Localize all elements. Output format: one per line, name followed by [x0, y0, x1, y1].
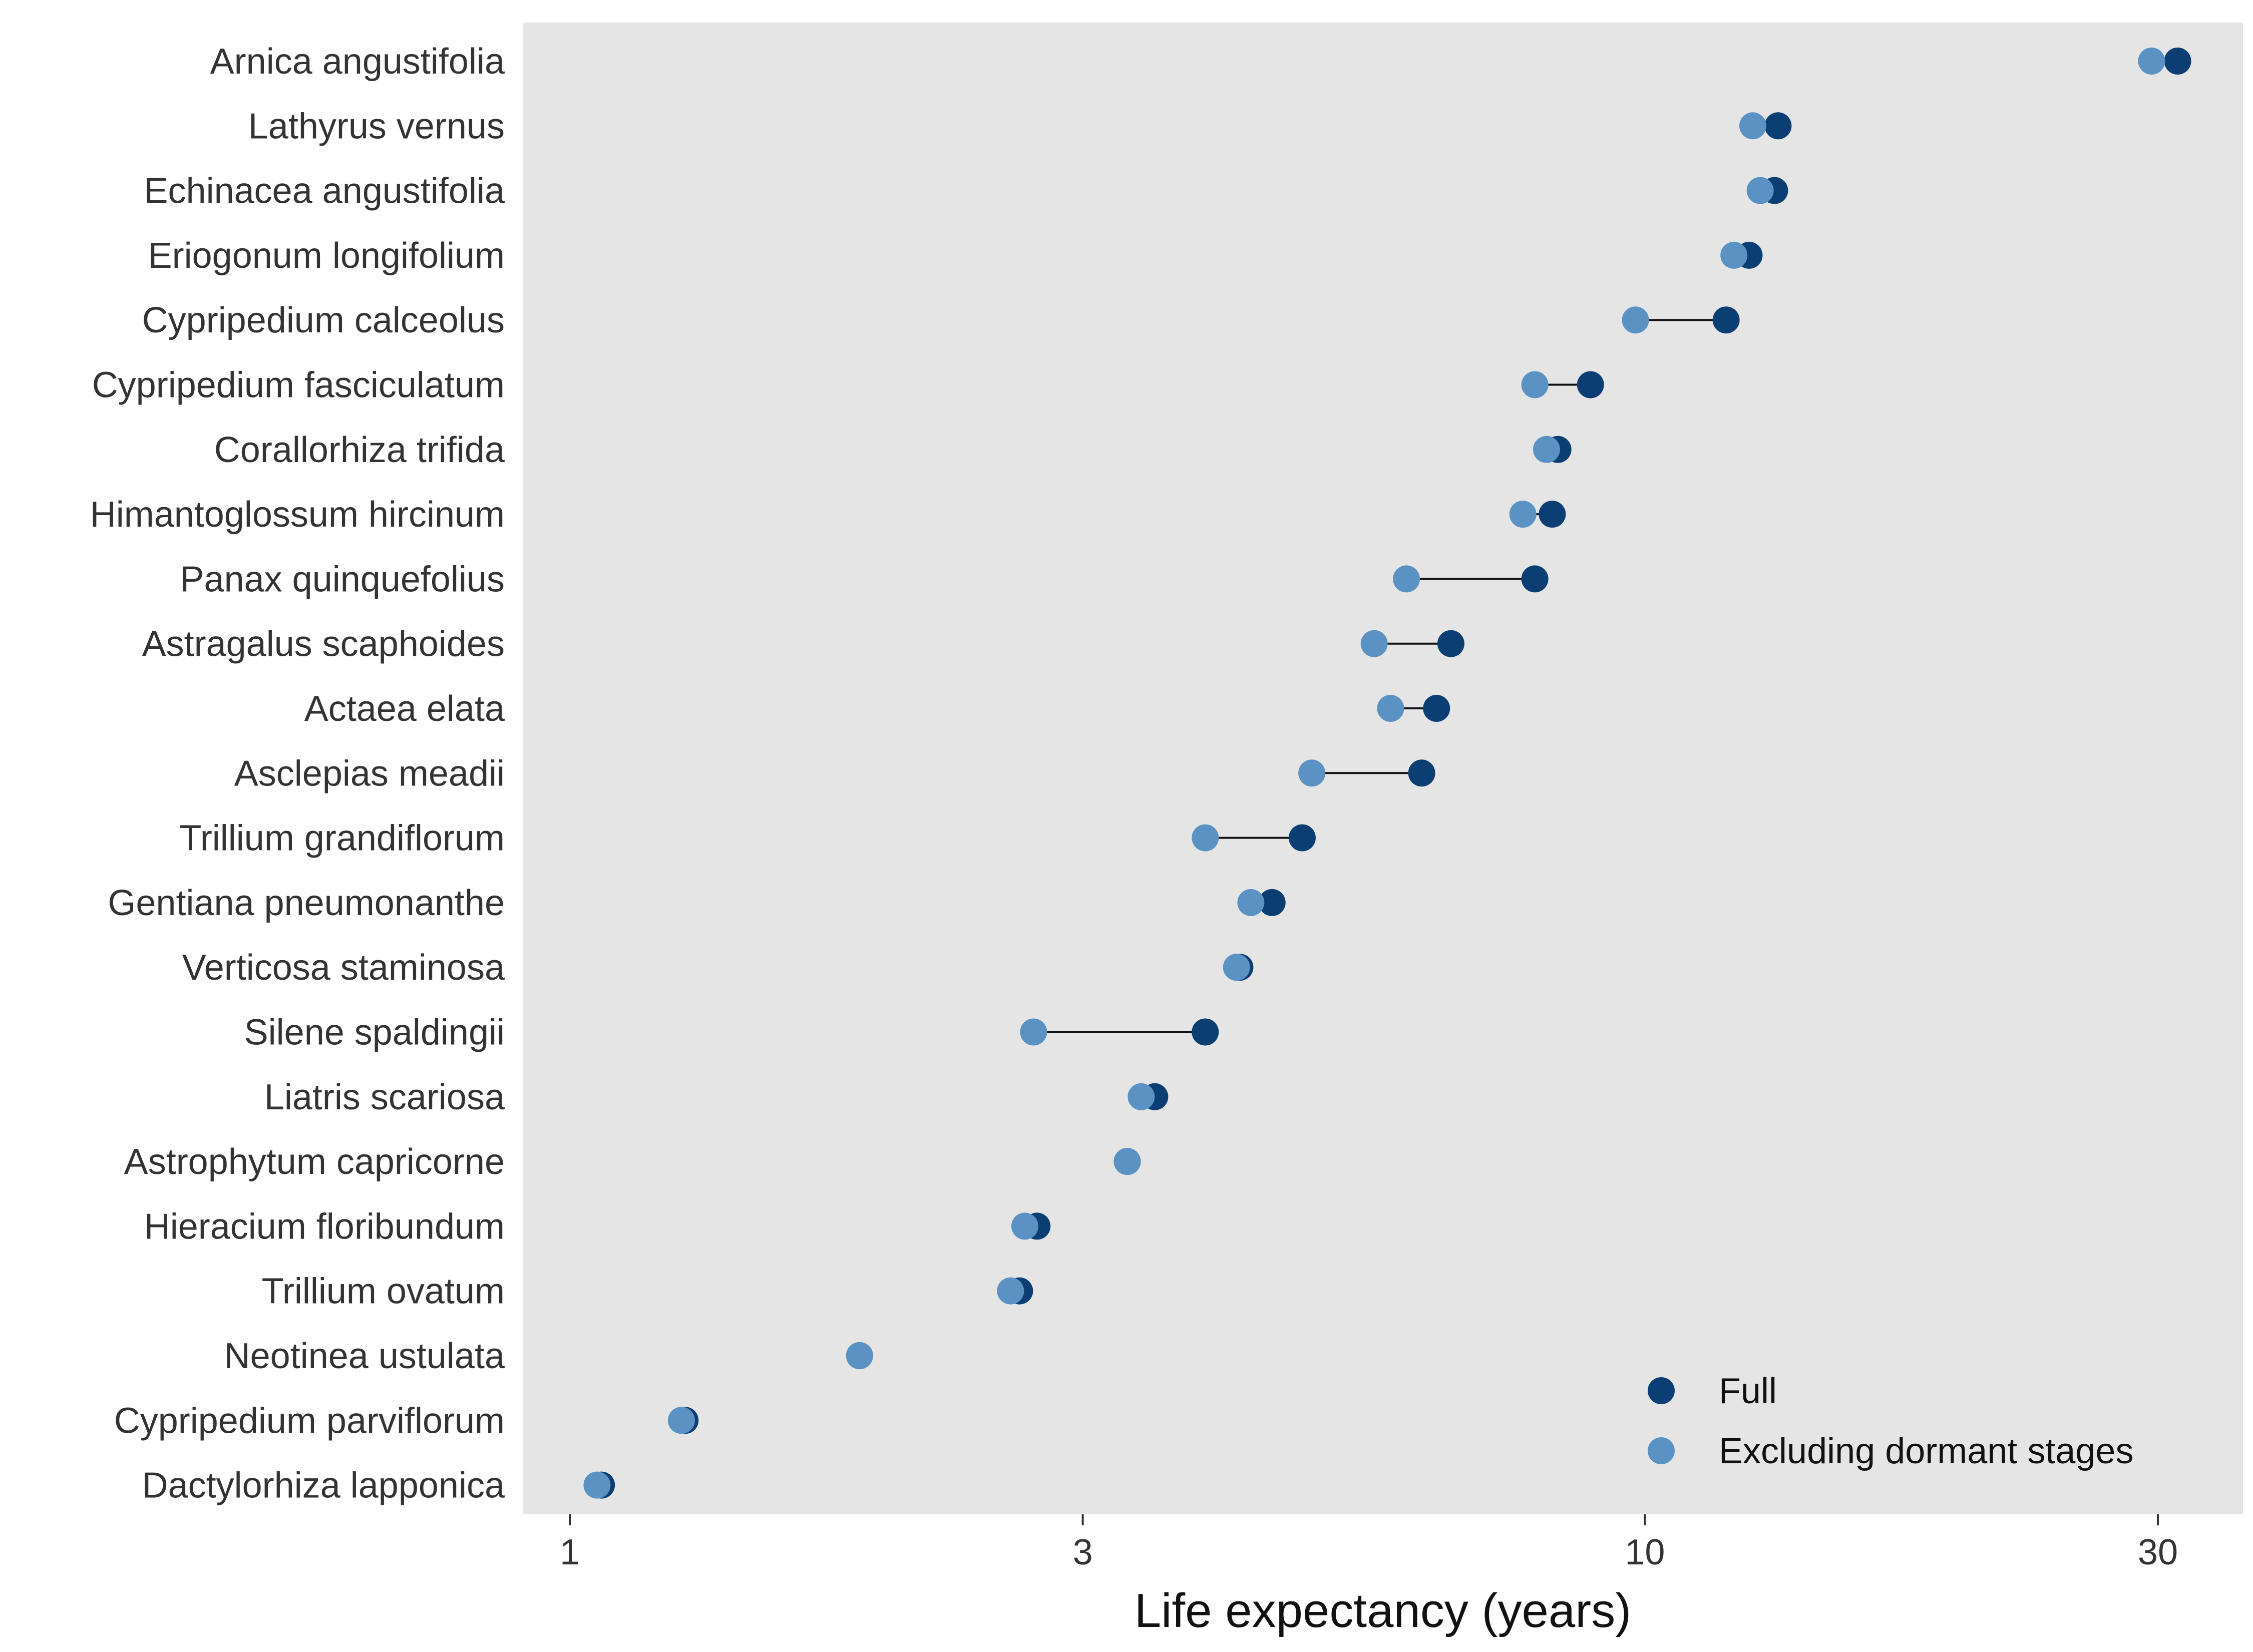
legend-marker [1648, 1377, 1675, 1404]
point-full [1539, 501, 1566, 528]
category-label: Cypripedium parviflorum [114, 1401, 505, 1441]
point-full [2164, 48, 2191, 75]
point-full [1764, 112, 1792, 140]
category-label: Eriogonum longifolium [148, 236, 505, 276]
point-full [1408, 759, 1435, 787]
point-excluding-dormant [846, 1342, 873, 1369]
point-excluding-dormant [1377, 695, 1404, 722]
point-excluding-dormant [1011, 1212, 1038, 1240]
point-excluding-dormant [997, 1277, 1024, 1305]
x-axis-title: Life expectancy (years) [1135, 1584, 1631, 1637]
x-tick-label: 30 [2138, 1532, 2178, 1572]
point-excluding-dormant [1746, 177, 1774, 204]
plot-panel [523, 23, 2243, 1514]
point-full [1521, 565, 1549, 593]
point-excluding-dormant [1533, 436, 1560, 463]
legend-label: Excluding dormant stages [1719, 1431, 2133, 1471]
category-label: Astrophytum capricorne [124, 1142, 505, 1182]
point-excluding-dormant [1521, 371, 1549, 398]
category-label: Himantoglossum hircinum [90, 495, 505, 535]
category-label: Echinacea angustifolia [144, 171, 505, 211]
point-full [1423, 695, 1450, 722]
point-full [1437, 630, 1464, 657]
point-excluding-dormant [1720, 241, 1748, 269]
category-label: Asclepias meadii [234, 753, 505, 793]
category-label: Silene spaldingii [244, 1013, 505, 1053]
category-label: Actaea elata [304, 689, 505, 729]
data-points [583, 48, 2191, 1499]
point-excluding-dormant [1393, 565, 1420, 593]
category-label: Corallorhiza trifida [214, 430, 505, 470]
point-full [1192, 1018, 1219, 1046]
point-excluding-dormant [1128, 1083, 1155, 1110]
point-excluding-dormant [1622, 306, 1649, 334]
category-label: Trillium ovatum [262, 1272, 505, 1312]
point-excluding-dormant [2138, 48, 2165, 75]
category-label: Trillium grandiflorum [180, 818, 505, 859]
point-excluding-dormant [1223, 954, 1250, 981]
category-label: Liatris scariosa [264, 1077, 505, 1117]
point-excluding-dormant [1237, 889, 1265, 916]
category-label: Lathyrus vernus [248, 106, 505, 146]
point-full [1577, 371, 1604, 398]
x-tick-label: 1 [560, 1532, 580, 1572]
category-labels: Arnica angustifolia Lathyrus vernus Echina… [90, 42, 505, 1506]
category-label: Cypripedium fasciculatum [92, 365, 505, 405]
point-excluding-dormant [1360, 630, 1388, 657]
point-full [1288, 824, 1316, 852]
point-excluding-dormant [1509, 501, 1537, 528]
x-tick-label: 3 [1073, 1532, 1093, 1572]
category-label: Cypripedium calceolus [142, 300, 505, 340]
point-full [1712, 306, 1740, 334]
point-excluding-dormant [667, 1407, 695, 1434]
point-excluding-dormant [1739, 112, 1766, 140]
category-label: Gentiana pneumonanthe [108, 883, 505, 923]
point-excluding-dormant [1113, 1148, 1141, 1175]
category-label: Verticosa staminosa [182, 948, 505, 988]
category-label: Dactylorhiza lapponica [142, 1466, 505, 1506]
point-full [1258, 889, 1286, 916]
x-tick-label: 10 [1625, 1532, 1665, 1572]
point-excluding-dormant [1020, 1018, 1047, 1046]
point-excluding-dormant [1298, 759, 1326, 787]
x-axis: 1 3 10 30 [560, 1514, 2178, 1572]
point-excluding-dormant [583, 1471, 611, 1499]
category-label: Arnica angustifolia [210, 42, 505, 82]
category-label: Hieracium floribundum [144, 1206, 505, 1247]
point-excluding-dormant [1192, 824, 1219, 852]
legend-label: Full [1719, 1371, 1777, 1411]
legend: Full Excluding dormant stages [1648, 1371, 2133, 1471]
category-label: Neotinea ustulata [224, 1336, 505, 1376]
category-label: Astragalus scaphoides [142, 624, 505, 664]
legend-marker [1648, 1437, 1675, 1464]
category-label: Panax quinquefolius [180, 559, 505, 599]
